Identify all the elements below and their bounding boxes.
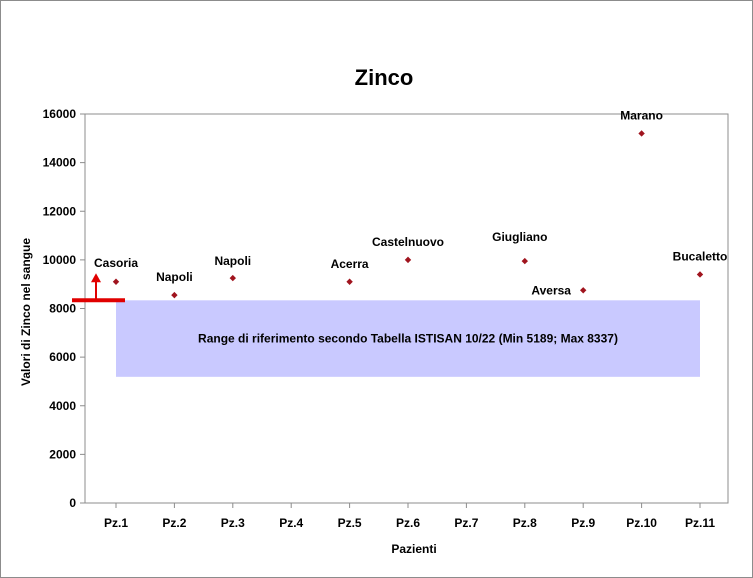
data-point-label: Acerra [331,257,369,271]
data-point-label: Aversa [531,283,571,297]
x-tick-label: Pz.3 [221,516,245,530]
x-tick-label: Pz.11 [685,516,715,530]
y-tick-label: 12000 [43,204,77,218]
x-tick-label: Pz.10 [626,516,657,530]
data-point-label: Casoria [94,256,138,270]
y-tick-label: 10000 [43,253,77,267]
data-point-label: Giugliano [492,230,547,244]
x-tick-label: Pz.6 [396,516,420,530]
data-point-label: Napoli [214,254,251,268]
y-tick-label: 14000 [43,156,77,170]
data-point [696,271,704,278]
x-tick-label: Pz.8 [513,516,537,530]
y-tick-label: 16000 [43,107,77,121]
data-point [521,257,528,265]
chart-title: Zinco [355,65,414,90]
y-tick-label: 6000 [49,350,76,364]
y-tick-label: 4000 [49,399,76,413]
threshold-arrow-icon [91,273,101,283]
y-tick-label: 2000 [49,447,76,461]
data-point-label: Castelnuovo [372,235,444,249]
reference-range-label: Range di riferimento secondo Tabella IST… [198,332,618,346]
y-tick-label: 8000 [49,302,76,316]
reference-range-band [116,300,700,377]
data-point [404,256,412,264]
data-point-label: Marano [620,108,663,122]
y-tick-label: 0 [69,496,76,510]
x-axis-label: Pazienti [391,542,436,556]
x-tick-label: Pz.4 [279,516,303,530]
data-point [229,274,236,282]
y-axis-label: Valori di Zinco nel sangue [19,238,33,386]
data-point [346,278,353,285]
data-point-label: Napoli [156,270,193,284]
data-point [580,287,587,294]
x-tick-label: Pz.7 [454,516,478,530]
data-point [112,278,120,285]
data-point [638,130,645,137]
data-point [171,291,178,299]
x-tick-label: Pz.5 [338,516,362,530]
x-tick-label: Pz.1 [104,516,128,530]
x-tick-label: Pz.2 [162,516,186,530]
data-point-label: Bucaletto [673,249,728,263]
x-tick-label: Pz.9 [571,516,595,530]
